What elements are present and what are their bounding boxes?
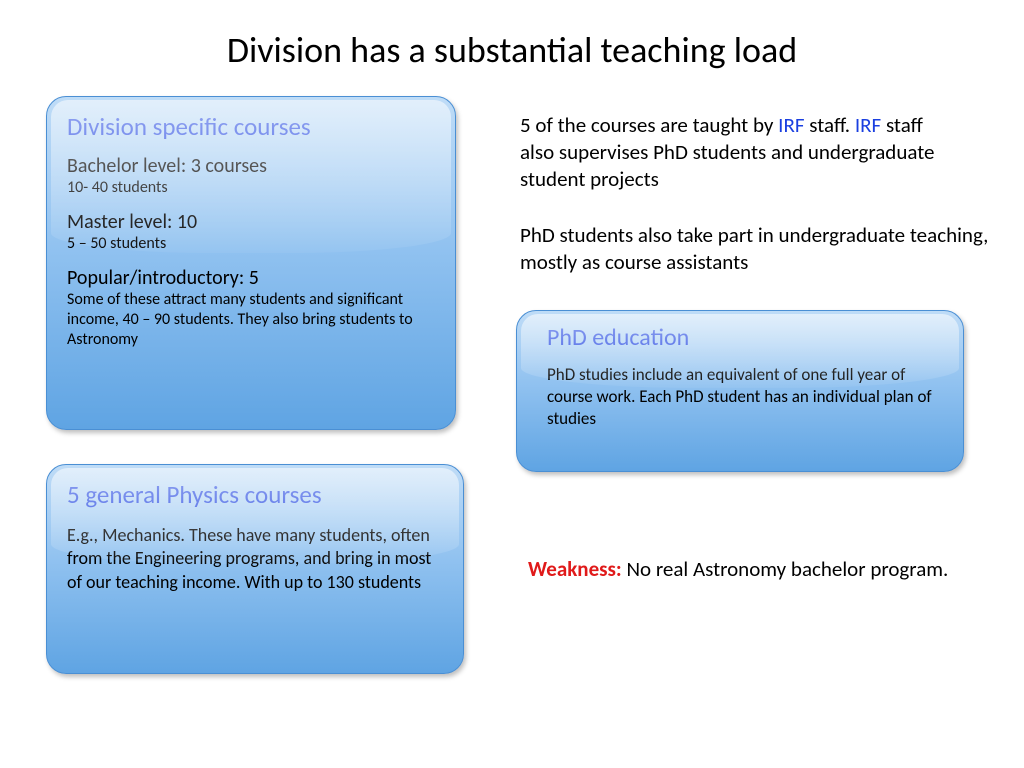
section-sub: 10- 40 students [67,178,435,198]
card-division-courses: Division specific courses Bachelor level… [46,96,456,430]
section-main: Bachelor level: 3 courses [67,154,435,178]
section-sub: Some of these attract many students and … [67,290,435,350]
card-title: PhD education [547,323,943,352]
section-bachelor: Bachelor level: 3 courses 10- 40 student… [67,154,435,198]
section-main: Master level: 10 [67,210,435,234]
card-title: Division specific courses [67,111,435,142]
card-phd-education: PhD education PhD studies include an equ… [516,310,964,472]
section-popular: Popular/introductory: 5 Some of these at… [67,266,435,350]
paragraph-irf: 5 of the courses are taught by IRF staff… [520,112,950,193]
text: staff. [805,112,855,138]
irf-highlight: IRF [778,112,804,138]
card-body: PhD studies include an equivalent of one… [547,364,943,430]
card-body: E.g., Mechanics. These have many student… [67,524,443,594]
text: 5 of the courses are taught by [520,112,778,138]
section-sub: 5 – 50 students [67,234,435,254]
card-general-physics: 5 general Physics courses E.g., Mechanic… [46,464,464,674]
paragraph-weakness: Weakness: No real Astronomy bachelor pro… [528,556,958,583]
section-main: Popular/introductory: 5 [67,266,435,290]
card-title: 5 general Physics courses [67,479,443,510]
weakness-label: Weakness: [528,556,622,582]
section-master: Master level: 10 5 – 50 students [67,210,435,254]
paragraph-phd-teaching: PhD students also take part in undergrad… [520,222,990,276]
irf-highlight: IRF [855,112,881,138]
slide-title: Division has a substantial teaching load [0,28,1024,72]
weakness-text: No real Astronomy bachelor program. [622,556,949,582]
